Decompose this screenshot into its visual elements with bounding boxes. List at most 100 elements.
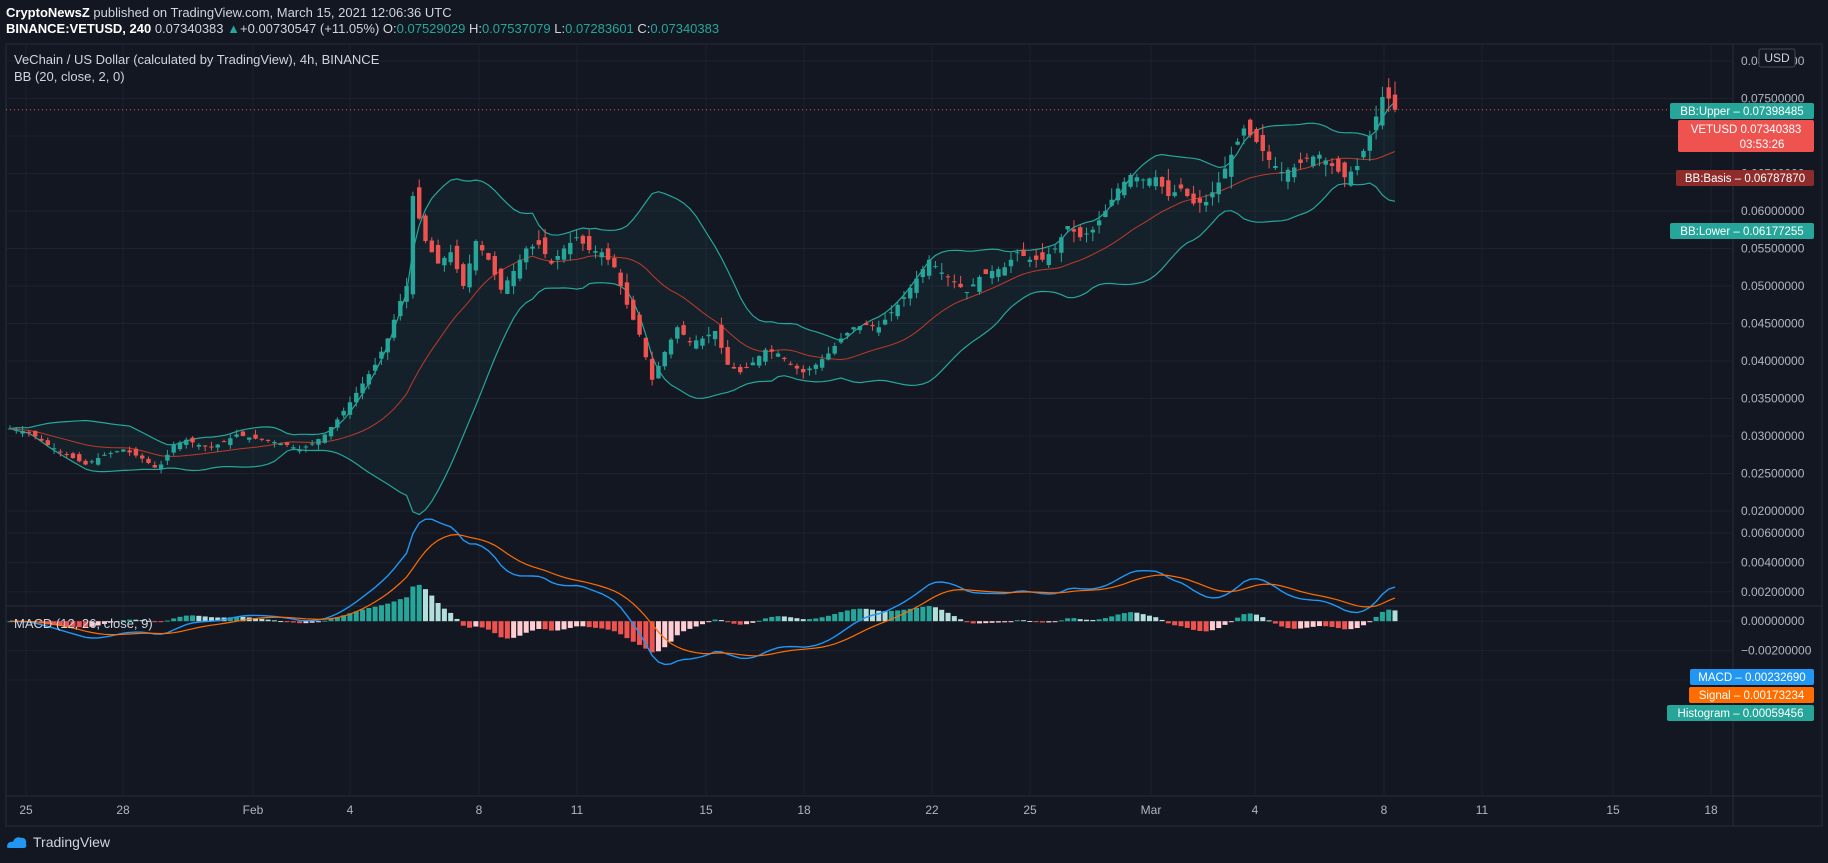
candle-body[interactable] (140, 455, 145, 459)
candle-body[interactable] (404, 286, 409, 302)
candle-body[interactable] (1153, 177, 1158, 187)
candle-body[interactable] (876, 327, 881, 333)
candle-body[interactable] (372, 364, 378, 371)
candle-body[interactable] (863, 323, 869, 325)
candle-body[interactable] (184, 439, 189, 445)
candle-body[interactable] (209, 446, 214, 448)
candle-body[interactable] (681, 325, 686, 335)
candle-body[interactable] (1134, 177, 1140, 182)
candle-body[interactable] (1392, 94, 1398, 110)
candle-body[interactable] (845, 332, 850, 336)
macd-series[interactable] (7, 518, 1398, 666)
candle-body[interactable] (687, 341, 693, 343)
candle-body[interactable] (542, 237, 548, 255)
candle-body[interactable] (284, 442, 290, 445)
candlestick-series[interactable] (6, 78, 1733, 474)
candle-body[interactable] (895, 304, 900, 317)
candle-body[interactable] (926, 259, 932, 276)
candle-body[interactable] (70, 453, 76, 458)
candle-body[interactable] (1185, 188, 1190, 196)
candle-body[interactable] (725, 347, 730, 365)
candle-body[interactable] (838, 338, 844, 343)
candle-body[interactable] (1380, 97, 1385, 126)
candle-body[interactable] (996, 269, 1001, 277)
candle-body[interactable] (605, 248, 611, 260)
candle-body[interactable] (335, 419, 340, 428)
candle-body[interactable] (278, 443, 283, 446)
candle-body[interactable] (423, 215, 428, 241)
candle-body[interactable] (215, 444, 220, 448)
candle-body[interactable] (202, 445, 208, 447)
candle-body[interactable] (549, 260, 554, 264)
candle-body[interactable] (1329, 163, 1335, 166)
candle-body[interactable] (133, 448, 139, 456)
candle-body[interactable] (177, 442, 183, 450)
candle-body[interactable] (297, 449, 302, 452)
candle-body[interactable] (435, 244, 441, 264)
candle-body[interactable] (813, 364, 819, 369)
candle-body[interactable] (1159, 177, 1165, 187)
candle-body[interactable] (1140, 179, 1146, 181)
candle-body[interactable] (882, 319, 888, 325)
candle-body[interactable] (221, 441, 227, 443)
candle-body[interactable] (908, 287, 913, 299)
candle-body[interactable] (511, 271, 516, 287)
candle-body[interactable] (530, 246, 535, 249)
candle-body[interactable] (1266, 151, 1272, 160)
candle-body[interactable] (599, 252, 604, 258)
candle-body[interactable] (379, 351, 384, 359)
candle-body[interactable] (1260, 134, 1265, 151)
candle-body[interactable] (448, 252, 453, 263)
candle-body[interactable] (461, 264, 466, 286)
candle-body[interactable] (964, 292, 970, 293)
candle-body[interactable] (756, 356, 762, 366)
author-name[interactable]: CryptoNewsZ (6, 5, 90, 20)
candle-body[interactable] (706, 334, 711, 337)
candle-body[interactable] (694, 340, 699, 349)
candle-body[interactable] (977, 277, 982, 292)
candle-body[interactable] (536, 240, 542, 245)
candle-body[interactable] (83, 460, 88, 465)
candle-body[interactable] (1222, 168, 1228, 179)
candle-body[interactable] (819, 359, 825, 368)
candle-body[interactable] (889, 312, 894, 314)
candle-body[interactable] (775, 353, 781, 357)
candle-body[interactable] (1027, 259, 1033, 262)
candle-body[interactable] (1008, 259, 1014, 267)
candle-body[interactable] (914, 278, 919, 293)
candle-body[interactable] (719, 324, 724, 348)
candle-body[interactable] (631, 299, 636, 320)
candle-body[interactable] (807, 368, 812, 371)
candle-body[interactable] (1298, 159, 1303, 163)
candle-body[interactable] (77, 454, 82, 462)
candle-body[interactable] (259, 438, 265, 440)
candle-body[interactable] (158, 464, 164, 470)
candle-body[interactable] (479, 245, 485, 251)
candle-body[interactable] (417, 187, 422, 219)
candle-body[interactable] (1323, 160, 1328, 165)
candle-body[interactable] (971, 284, 976, 287)
candle-body[interactable] (1197, 198, 1203, 203)
candle-body[interactable] (857, 326, 863, 331)
candle-body[interactable] (1090, 229, 1096, 233)
candle-body[interactable] (228, 438, 233, 446)
candle-body[interactable] (1373, 116, 1379, 131)
candle-body[interactable] (391, 319, 397, 338)
candle-body[interactable] (316, 439, 321, 445)
candle-body[interactable] (1084, 233, 1089, 235)
candle-body[interactable] (794, 365, 800, 369)
candle-body[interactable] (51, 448, 57, 450)
candle-body[interactable] (1292, 167, 1297, 178)
candle-body[interactable] (171, 445, 176, 453)
candle-body[interactable] (731, 366, 737, 369)
candle-body[interactable] (656, 365, 661, 379)
candle-body[interactable] (1147, 178, 1152, 186)
macd-pane-title[interactable]: MACD (12, 26, close, 9) (14, 616, 153, 631)
candle-body[interactable] (1254, 129, 1259, 142)
candle-body[interactable] (568, 242, 573, 255)
candle-body[interactable] (933, 266, 938, 268)
candle-body[interactable] (637, 314, 642, 335)
candle-body[interactable] (649, 358, 655, 380)
candle-body[interactable] (561, 248, 567, 260)
